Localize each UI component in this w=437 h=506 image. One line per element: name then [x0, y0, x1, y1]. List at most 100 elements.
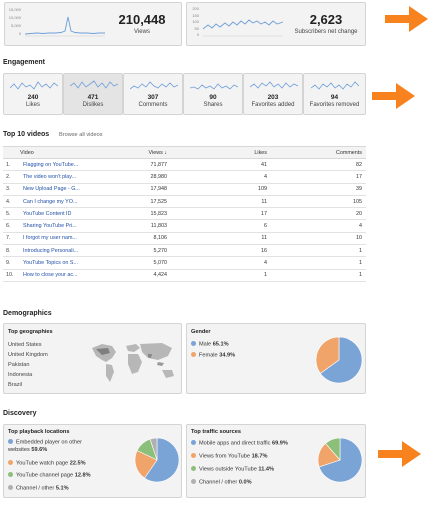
views-axis-label: 0 — [18, 31, 21, 36]
gender-card[interactable]: Gender Male 65.1% Female 34.9% — [186, 323, 366, 394]
subscribers-axis-label: 100 — [192, 19, 199, 24]
favorites-added-value: 203 — [267, 94, 279, 101]
column-header-views[interactable]: Views ↓ — [111, 146, 171, 159]
row-comments: 20 — [271, 207, 366, 221]
subscribers-card[interactable]: 200 150 100 50 0 2,623 Subscribers net c… — [186, 2, 366, 46]
legend-value: 0.0% — [238, 479, 252, 486]
views-axis-label: 5,000 — [10, 23, 21, 28]
column-header-video[interactable]: Video — [3, 146, 111, 159]
legend-swatch — [191, 440, 196, 445]
traffic-pie-slice-2 — [325, 437, 341, 461]
shares-value: 90 — [209, 94, 217, 101]
video-title-link[interactable]: Can I change my YO... — [19, 195, 111, 209]
row-views: 28,980 — [111, 170, 171, 184]
row-views: 17,948 — [111, 183, 171, 196]
video-title-link[interactable]: Sharing YouTube Pri... — [19, 219, 111, 233]
row-comments: 1 — [271, 256, 366, 270]
legend-label: Views outside YouTube — [199, 466, 257, 473]
legend-value: 59.6% — [31, 447, 48, 453]
video-title-link[interactable]: New Upload Page - G... — [19, 183, 111, 196]
gender-pie-slice-1 — [315, 336, 340, 374]
views-label: Views — [134, 29, 150, 35]
gender-legend-female: Female 34.9% — [191, 352, 235, 359]
traffic-legend-mobile: Mobile apps and direct traffic 69.9% — [191, 440, 288, 447]
legend-label: Male — [199, 341, 212, 348]
legend-label: Channel / other — [199, 479, 238, 486]
engagement-card-dislikes[interactable]: 471 Dislikes — [63, 73, 123, 115]
table-row: 7. I forgot my user nam... 8,106 11 10 — [3, 232, 366, 246]
engagement-card-comments[interactable]: 307 Comments — [123, 73, 183, 115]
legend-swatch — [191, 341, 196, 346]
row-likes: 17 — [171, 207, 271, 221]
favorites-added-sparkline — [250, 81, 298, 89]
views-axis-label: 10,000 — [8, 15, 21, 20]
legend-swatch — [191, 352, 196, 357]
geography-item: United States — [8, 342, 42, 348]
row-likes: 4 — [171, 170, 271, 184]
row-likes: 16 — [171, 244, 271, 258]
legend-label: Embedded player on other — [16, 439, 82, 446]
video-title-link[interactable]: The video won't play... — [19, 170, 111, 184]
table-row: 9. YouTube Topics on S... 5,070 4 1 — [3, 256, 366, 270]
traffic-sources-card[interactable]: Top traffic sources Mobile apps and dire… — [186, 424, 366, 498]
engagement-card-likes[interactable]: 240 Likes — [3, 73, 63, 115]
traffic-legend-outside-youtube: Views outside YouTube 11.4% — [191, 466, 274, 473]
legend-value: 34.9% — [219, 352, 236, 359]
engagement-card-favorites-removed[interactable]: 94 Favorites removed — [303, 73, 366, 115]
column-header-likes[interactable]: Likes — [171, 146, 271, 159]
views-card[interactable]: 15,000 10,000 5,000 0 210,448 Views — [4, 2, 182, 46]
traffic-legend-from-youtube: Views from YouTube 18.7% — [191, 453, 267, 460]
video-title-link[interactable]: Introducing Personali... — [19, 244, 111, 258]
column-header-comments[interactable]: Comments — [271, 146, 366, 159]
video-title-link[interactable]: I forgot my user nam... — [19, 232, 111, 246]
video-title-link[interactable]: YouTube Topics on S... — [19, 256, 111, 270]
legend-label: YouTube channel page — [16, 472, 74, 479]
video-title-link[interactable]: Flagging on YouTube... — [19, 158, 111, 172]
row-likes: 4 — [171, 256, 271, 270]
row-views: 11,803 — [111, 219, 171, 233]
video-title-link[interactable]: How to close your ac... — [19, 269, 111, 282]
engagement-heading: Engagement — [3, 59, 46, 66]
gender-legend-male: Male 65.1% — [191, 341, 229, 348]
world-map-icon — [92, 343, 174, 382]
subscribers-label: Subscribers net change — [294, 29, 358, 35]
playback-pie-slice-3 — [149, 437, 158, 461]
table-row: 4. Can I change my YO... 17,525 11 105 — [3, 195, 366, 209]
legend-swatch — [191, 453, 196, 458]
geography-item: United Kingdom — [8, 352, 48, 358]
legend-swatch — [8, 485, 13, 490]
row-rank: 2. — [3, 170, 19, 184]
row-rank: 6. — [3, 219, 19, 233]
dislikes-sparkline — [70, 80, 118, 89]
browse-all-videos-link[interactable]: Browse all videos — [59, 132, 103, 138]
subscribers-axis-label: 150 — [192, 12, 199, 18]
traffic-legend-channel-other: Channel / other 0.0% — [191, 479, 252, 486]
likes-sparkline — [10, 81, 58, 90]
legend-value: 12.8% — [74, 472, 91, 479]
top-videos-table: Video Views ↓ Likes Comments 1. Flagging … — [3, 146, 366, 282]
subscribers-sparkline — [203, 19, 283, 37]
legend-value: 22.5% — [69, 460, 86, 467]
engagement-card-shares[interactable]: 90 Shares — [183, 73, 243, 115]
row-views: 5,270 — [111, 244, 171, 258]
row-views: 17,525 — [111, 195, 171, 209]
traffic-sources-pie-chart — [317, 437, 363, 483]
table-row: 3. New Upload Page - G... 17,948 109 39 — [3, 183, 366, 196]
views-axis-label: 15,000 — [8, 7, 21, 12]
legend-value: 65.1% — [212, 341, 229, 348]
geography-item: Brazil — [8, 382, 22, 388]
table-row: 5. YouTube Content ID 15,823 17 20 — [3, 207, 366, 221]
table-row: 6. Sharing YouTube Pri... 11,803 6 4 — [3, 219, 366, 233]
legend-swatch — [8, 439, 13, 444]
legend-value: 18.7% — [251, 453, 268, 460]
engagement-card-favorites-added[interactable]: 203 Favorites added — [243, 73, 303, 115]
favorites-removed-sparkline — [311, 81, 359, 90]
video-title-link[interactable]: YouTube Content ID — [19, 207, 111, 221]
geographies-card[interactable]: Top geographies United States United Kin… — [3, 323, 182, 394]
row-rank: 1. — [3, 158, 19, 172]
row-likes: 41 — [171, 158, 271, 172]
legend-label: Views from YouTube — [199, 453, 250, 460]
discovery-heading: Discovery — [3, 410, 37, 417]
playback-locations-card[interactable]: Top playback locations Embedded player o… — [3, 424, 182, 498]
table-row: 10. How to close your ac... 4,424 1 1 — [3, 269, 366, 282]
